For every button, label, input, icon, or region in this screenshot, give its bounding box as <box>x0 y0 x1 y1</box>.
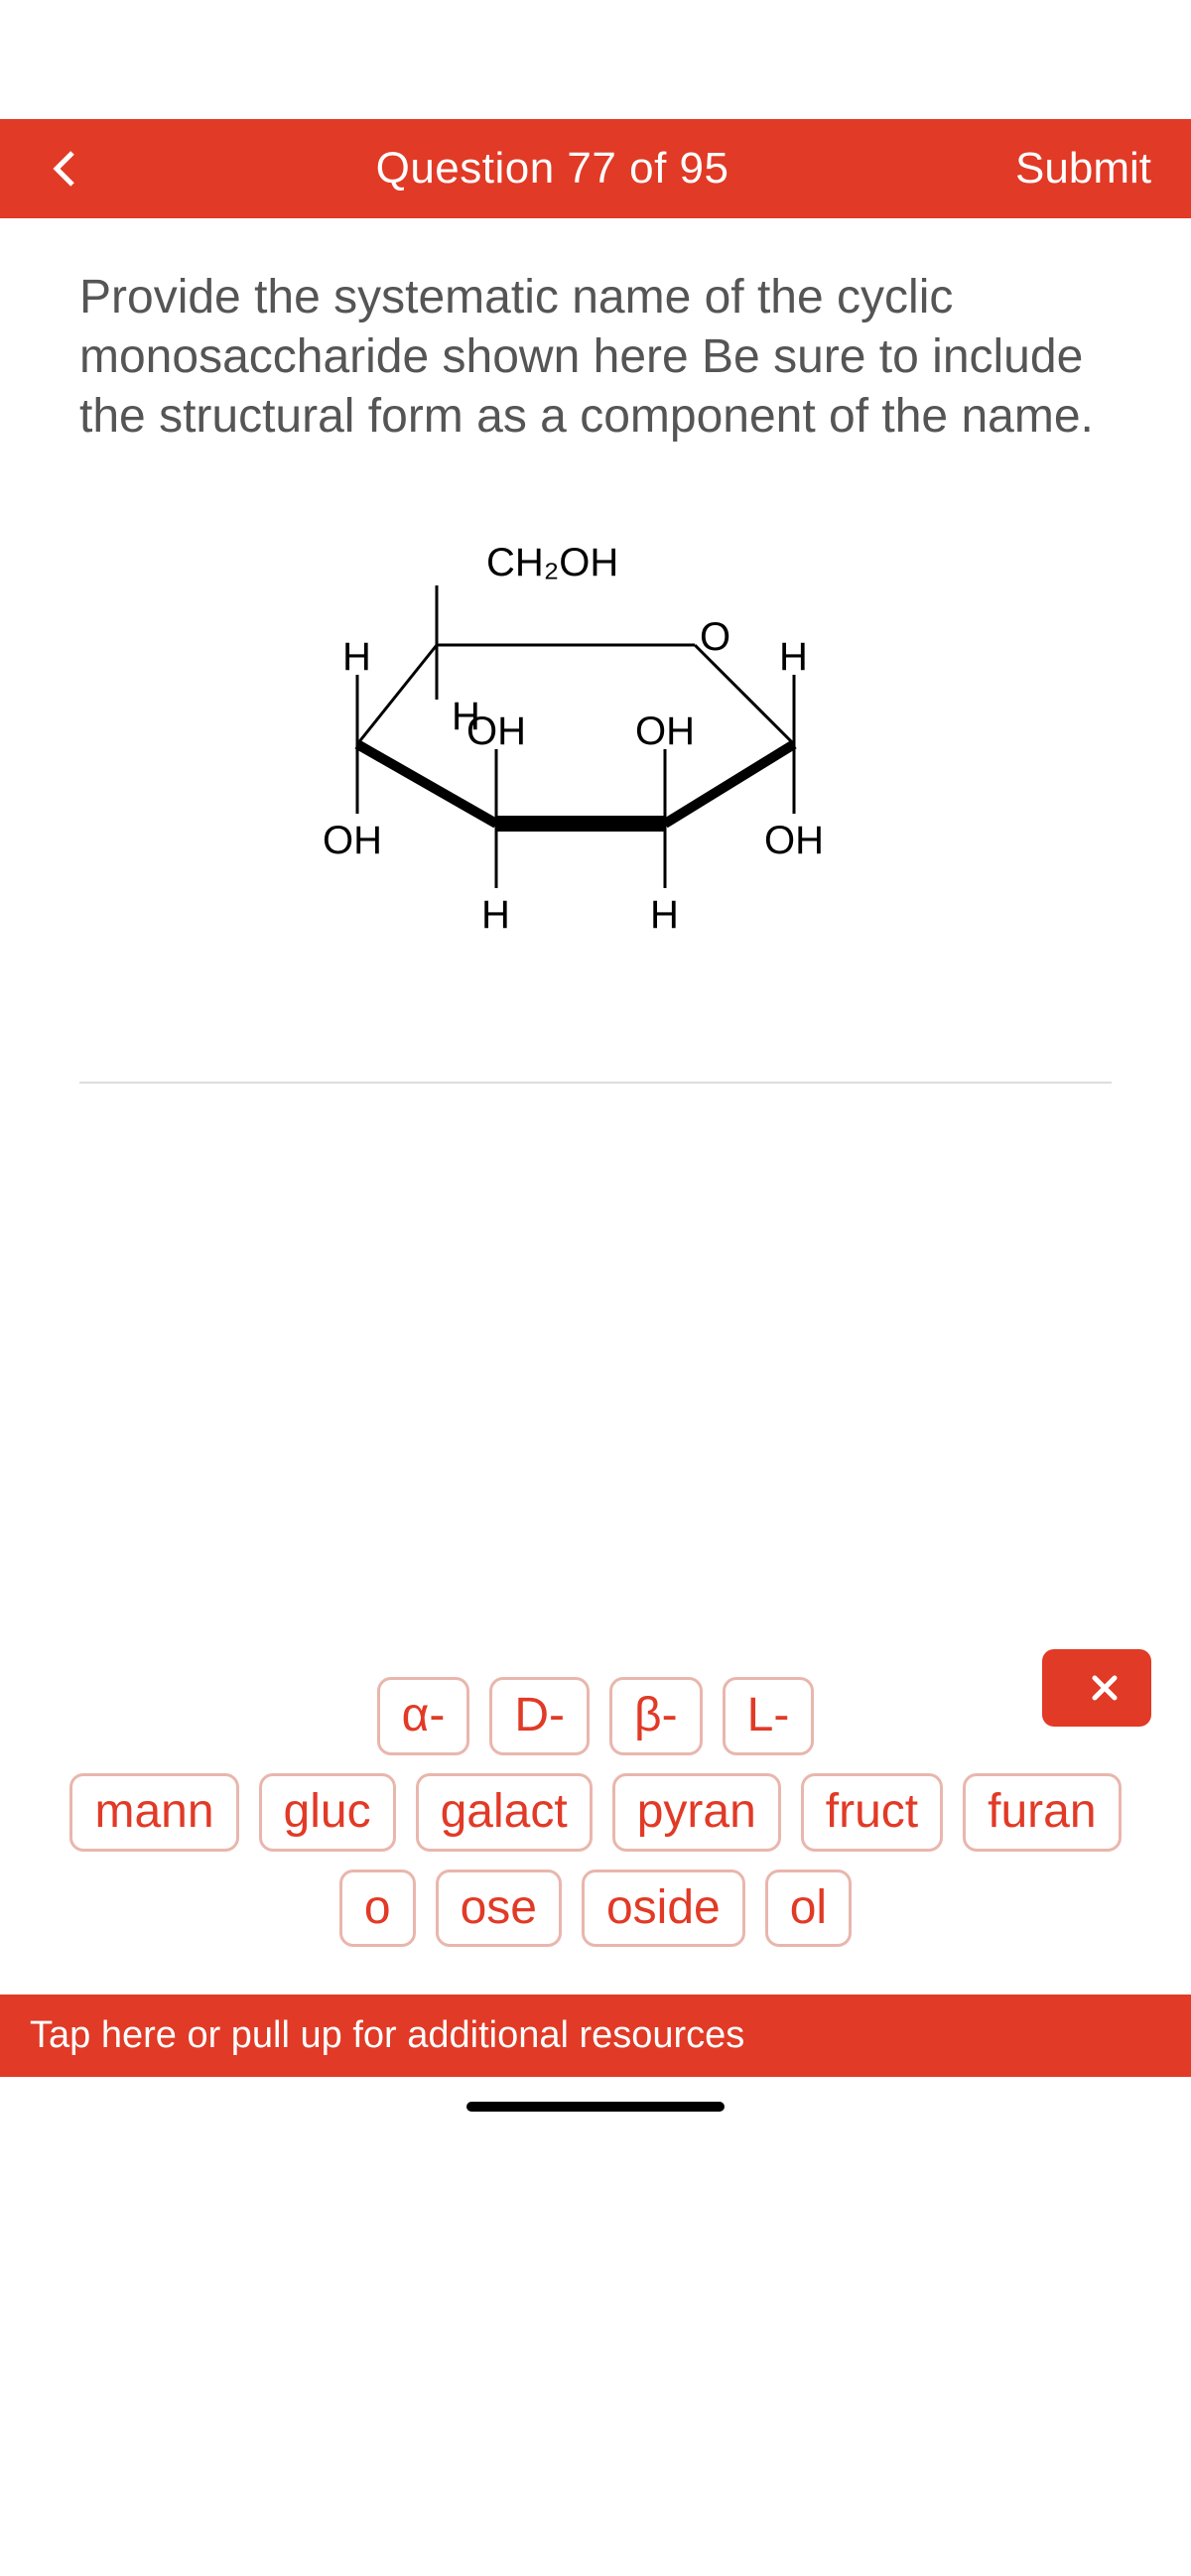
question-counter: Question 77 of 95 <box>376 144 729 193</box>
submit-button[interactable]: Submit <box>1015 144 1151 193</box>
keypad: α- D- β- L- mann gluc galact pyran fruct… <box>0 1639 1191 1995</box>
back-button[interactable] <box>40 144 89 193</box>
key-beta[interactable]: β- <box>609 1677 703 1755</box>
label-ring-o: O <box>700 615 730 659</box>
key-fruct[interactable]: fruct <box>801 1773 943 1852</box>
label-c5-h: H <box>452 695 480 738</box>
key-alpha[interactable]: α- <box>377 1677 470 1755</box>
section-divider <box>79 1082 1112 1084</box>
key-furan[interactable]: furan <box>963 1773 1121 1852</box>
label-c4-up: H <box>342 635 371 679</box>
answer-input-area[interactable] <box>79 1123 1112 1600</box>
haworth-structure-svg: CH₂OH O H OH OH H OH H H OH H <box>268 526 923 982</box>
key-galact[interactable]: galact <box>416 1773 593 1852</box>
label-ch2oh: CH₂OH <box>486 541 618 584</box>
label-c1-up: H <box>779 635 808 679</box>
key-ose[interactable]: ose <box>436 1869 562 1948</box>
keypad-row-3: o ose oside ol <box>20 1869 1171 1948</box>
key-oside[interactable]: oside <box>582 1869 745 1948</box>
status-bar-space <box>0 0 1191 119</box>
resources-drawer-handle[interactable]: Tap here or pull up for additional resou… <box>0 1995 1191 2077</box>
header-bar: Question 77 of 95 Submit <box>0 119 1191 218</box>
label-c3-down: H <box>481 893 510 937</box>
key-gluc[interactable]: gluc <box>259 1773 396 1852</box>
home-indicator <box>466 2102 725 2112</box>
backspace-button[interactable] <box>1042 1649 1151 1727</box>
keypad-row-1: α- D- β- L- <box>20 1677 1171 1755</box>
question-prompt: Provide the systematic name of the cycli… <box>79 268 1112 447</box>
label-c1-down: OH <box>764 819 824 862</box>
key-ol[interactable]: ol <box>765 1869 852 1948</box>
resources-label: Tap here or pull up for additional resou… <box>30 2014 744 2056</box>
label-c4-down: OH <box>323 819 382 862</box>
key-pyran[interactable]: pyran <box>612 1773 781 1852</box>
key-d[interactable]: D- <box>489 1677 590 1755</box>
key-l[interactable]: L- <box>723 1677 815 1755</box>
structure-figure: CH₂OH O H OH OH H OH H H OH H <box>79 447 1112 1042</box>
key-mann[interactable]: mann <box>69 1773 238 1852</box>
label-c2-up: OH <box>635 709 695 753</box>
keypad-row-2: mann gluc galact pyran fruct furan <box>20 1773 1171 1852</box>
key-o[interactable]: o <box>339 1869 416 1948</box>
question-body: Provide the systematic name of the cycli… <box>0 218 1191 1639</box>
backspace-icon <box>1067 1668 1126 1708</box>
home-indicator-area <box>0 2077 1191 2136</box>
label-c2-down: H <box>650 893 679 937</box>
chevron-left-icon <box>45 149 84 189</box>
